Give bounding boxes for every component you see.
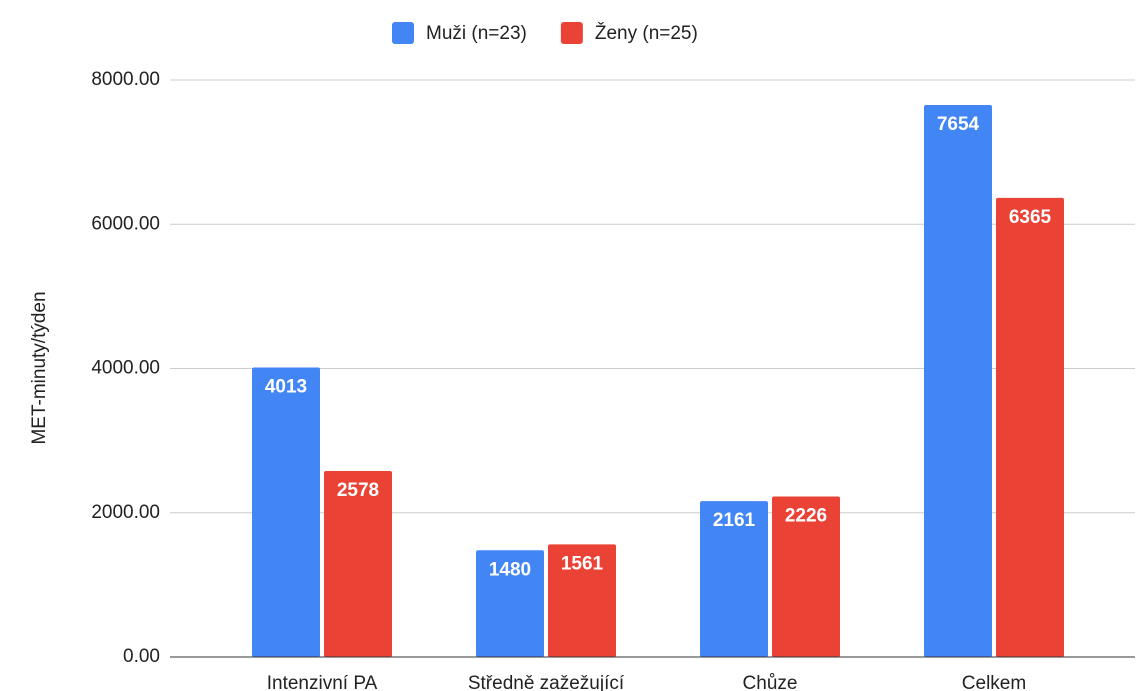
legend-swatch <box>560 22 583 44</box>
y-axis-title: MET-minuty/týden <box>29 291 50 444</box>
data-label: 2226 <box>785 505 827 526</box>
bar <box>996 197 1064 657</box>
bar <box>252 367 320 657</box>
y-tick-label: 8000.00 <box>91 69 160 90</box>
legend-label: Muži (n=23) <box>426 23 527 44</box>
bar <box>924 104 992 657</box>
y-tick-label: 2000.00 <box>91 502 160 523</box>
x-tick-label: Celkem <box>962 673 1026 691</box>
data-label: 7654 <box>937 114 980 135</box>
y-tick-label: 6000.00 <box>91 213 160 234</box>
bar <box>476 550 544 657</box>
bar <box>324 471 392 657</box>
data-label: 6365 <box>1009 207 1052 228</box>
y-tick-label: 0.00 <box>123 646 160 667</box>
data-label: 2578 <box>337 480 379 501</box>
data-label: 1561 <box>561 553 604 574</box>
x-tick-label: Středně zažežující <box>468 673 625 691</box>
legend-label: Ženy (n=25) <box>595 22 698 44</box>
legend-swatch <box>392 22 414 44</box>
x-tick-label: Intenzivní PA <box>267 673 378 691</box>
data-label: 4013 <box>265 377 307 398</box>
data-label: 1480 <box>489 559 531 580</box>
bar <box>548 544 616 657</box>
bar <box>772 496 840 657</box>
x-tick-label: Chůze <box>743 673 798 691</box>
y-tick-label: 4000.00 <box>91 358 160 379</box>
bar <box>700 501 768 657</box>
data-label: 2161 <box>713 510 756 531</box>
